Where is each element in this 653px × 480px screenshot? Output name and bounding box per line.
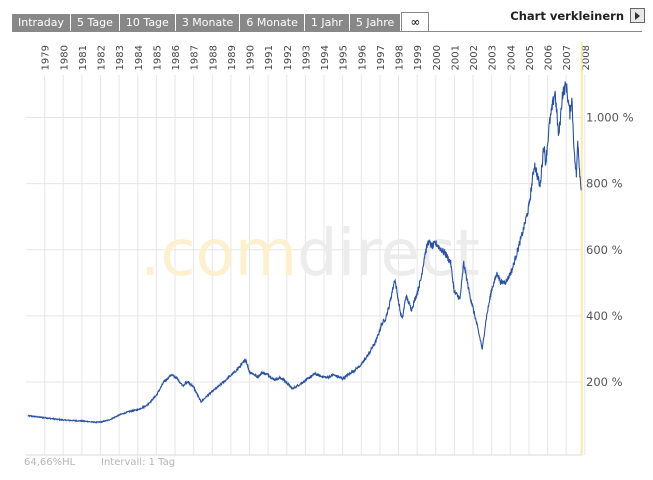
x-tick-label: 1986 (171, 45, 182, 70)
x-axis-year-labels: 1979 1980 1981 1982 1983 1984 1985 1986 1987 1988… (41, 45, 592, 70)
x-tick-label: 1993 (301, 45, 312, 70)
current-period-highlight (580, 42, 583, 455)
x-tick-label: 2003 (488, 45, 499, 70)
time-range-tabs: Intraday 5 Tage 10 Tage 3 Monate 6 Monat… (12, 12, 430, 32)
x-tick-label: 1982 (97, 45, 108, 70)
watermark: .comdirect (140, 217, 480, 291)
x-tick-label: 1981 (78, 45, 89, 70)
shrink-chart-button[interactable]: Chart verkleinern (510, 8, 645, 23)
x-tick-label: 1988 (208, 45, 219, 70)
watermark-part-com: .com (140, 217, 297, 291)
tab-max[interactable]: ∞ (401, 12, 430, 32)
tab-divider (12, 31, 642, 32)
watermark-part-direct: direct (297, 217, 480, 291)
tab-3-monate[interactable]: 3 Monate (175, 14, 240, 31)
x-tick-label: 1994 (320, 45, 331, 70)
x-tick-label: 2006 (544, 45, 555, 70)
x-tick-label: 1989 (227, 45, 238, 70)
x-tick-label: 2004 (506, 45, 517, 70)
x-tick-label: 1991 (264, 45, 275, 70)
tab-5-tage[interactable]: 5 Tage (71, 14, 119, 31)
chart-grid (26, 75, 586, 456)
x-tick-label: 1990 (246, 45, 257, 70)
x-tick-label: 1995 (339, 45, 350, 70)
x-tick-label: 2001 (450, 45, 461, 70)
x-tick-label: 1979 (41, 45, 52, 70)
tab-5-jahre[interactable]: 5 Jahre (349, 14, 401, 31)
y-axis-labels: 200 % 400 % 600 % 800 % 1.000 % (586, 111, 634, 390)
series-line (27, 81, 582, 424)
interval-label: Intervall: 1 Tag (101, 457, 175, 468)
x-tick-label: 1984 (134, 45, 145, 70)
shrink-chart-label: Chart verkleinern (510, 8, 624, 23)
x-tick-label: 1985 (152, 45, 163, 70)
tab-intraday[interactable]: Intraday (12, 14, 71, 31)
tab-1-jahr[interactable]: 1 Jahr (304, 14, 349, 31)
x-tick-label: 1998 (395, 45, 406, 70)
x-tick-label: 1997 (376, 45, 387, 70)
y-tick-label: 400 % (586, 309, 623, 323)
x-tick-label: 2000 (432, 45, 443, 70)
x-tick-label: 1987 (190, 45, 201, 70)
x-tick-label: 2007 (562, 45, 573, 70)
tab-10-tage[interactable]: 10 Tage (119, 14, 175, 31)
x-tick-label: 1996 (357, 45, 368, 70)
y-tick-label: 600 % (586, 243, 623, 257)
x-tick-label: 2005 (525, 45, 536, 70)
x-tick-label: 1999 (413, 45, 424, 70)
y-tick-label: 1.000 % (586, 111, 634, 125)
x-tick-label: 1980 (59, 45, 70, 70)
hl-label: 64,66%HL (24, 457, 76, 468)
x-tick-label: 1983 (115, 45, 126, 70)
y-tick-label: 200 % (586, 375, 623, 389)
play-arrow-icon (630, 8, 645, 23)
x-tick-label: 2008 (581, 45, 592, 70)
y-tick-label: 800 % (586, 177, 623, 191)
tab-6-monate[interactable]: 6 Monate (240, 14, 304, 31)
x-tick-label: 2002 (469, 45, 480, 70)
x-tick-label: 1992 (283, 45, 294, 70)
